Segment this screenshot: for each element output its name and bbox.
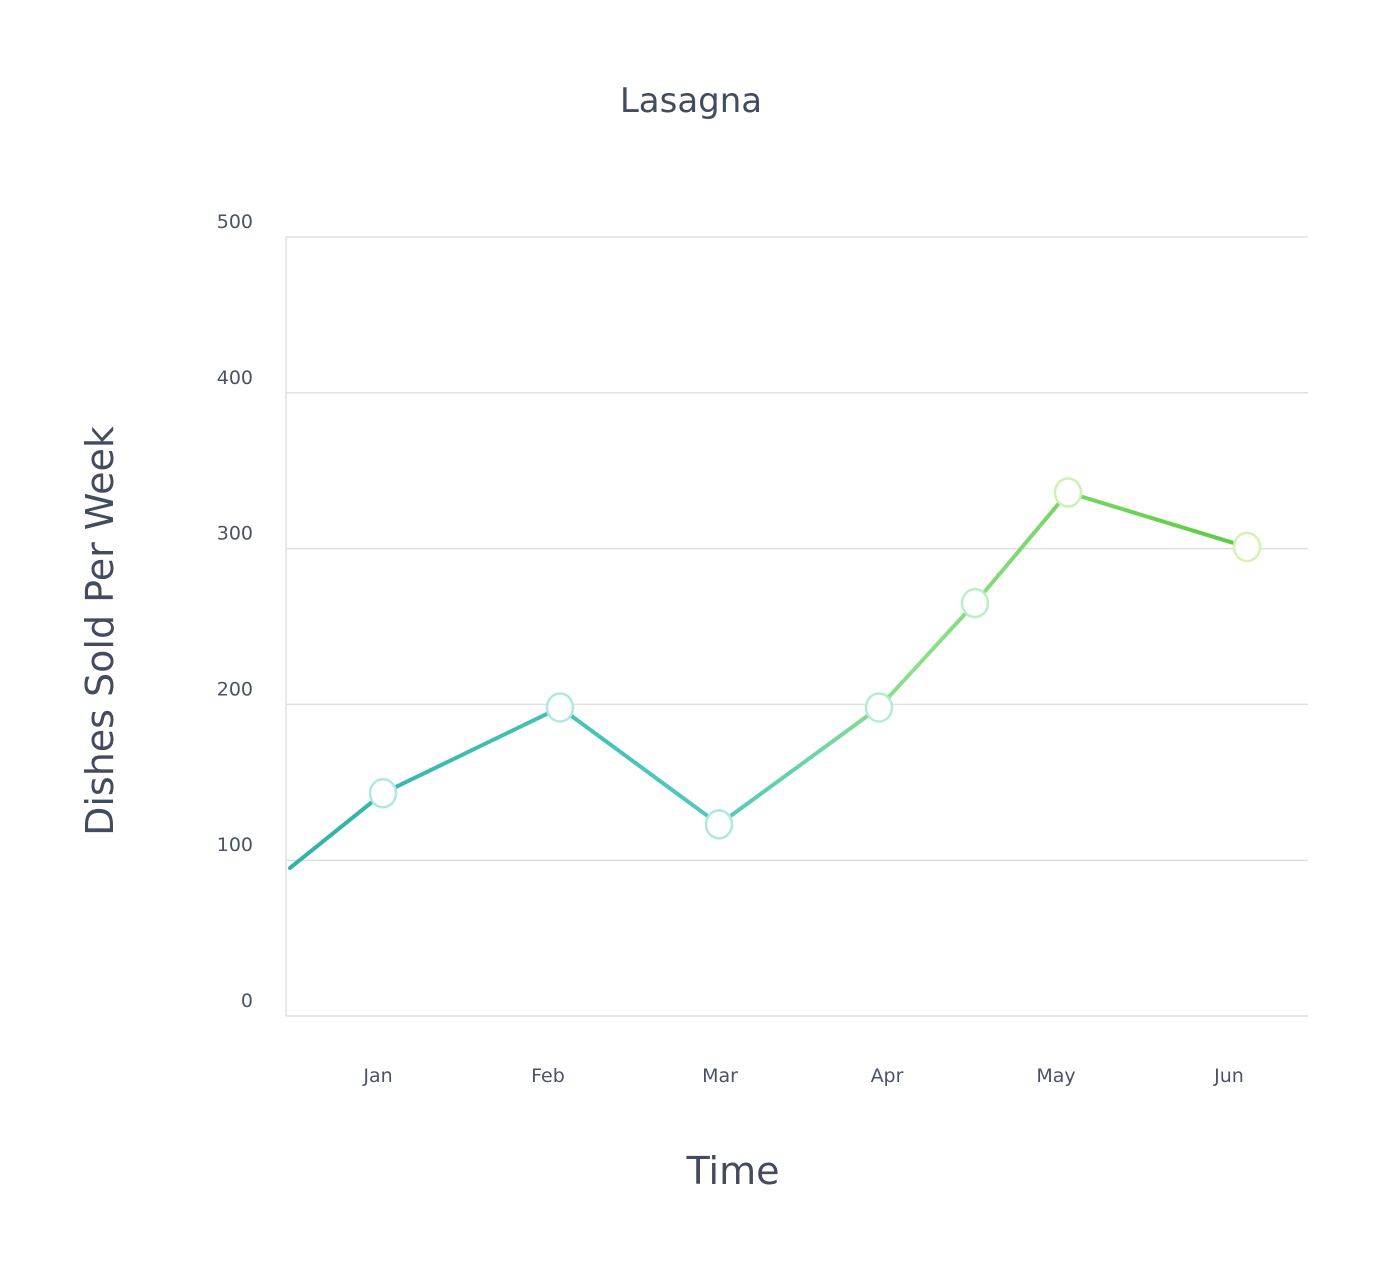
data-point-marker[interactable]: [545, 692, 575, 723]
data-point-marker[interactable]: [704, 809, 734, 840]
chart-title: Lasagna: [620, 81, 762, 121]
series-markers: [368, 477, 1262, 840]
x-tick-label: Apr: [871, 1065, 904, 1087]
y-tick-label: 300: [217, 523, 253, 545]
y-tick-label: 500: [217, 211, 253, 233]
y-tick-label: 200: [217, 678, 253, 700]
x-tick-label: Jan: [362, 1065, 392, 1087]
data-point-marker[interactable]: [960, 587, 990, 619]
data-point-marker[interactable]: [1053, 477, 1083, 508]
x-axis-ticks: Jan Feb Mar Apr May Jun: [362, 1065, 1243, 1087]
data-point-marker[interactable]: [1232, 531, 1262, 563]
y-tick-label: 100: [217, 834, 253, 856]
y-axis-title: Dishes Sold Per Week: [78, 426, 122, 836]
y-tick-label: 0: [241, 990, 253, 1012]
y-axis-ticks: 0 100 200 300 400 500: [217, 211, 253, 1012]
x-tick-label: Mar: [702, 1065, 738, 1087]
grid: [285, 236, 1308, 1017]
data-point-marker[interactable]: [864, 692, 894, 723]
series-line: [288, 490, 1249, 870]
x-tick-label: Jun: [1213, 1065, 1244, 1087]
y-tick-label: 400: [217, 367, 253, 389]
x-axis-title: Time: [686, 1149, 780, 1193]
data-point-marker[interactable]: [368, 777, 398, 809]
series-line-group: [288, 490, 1249, 870]
x-tick-label: Feb: [531, 1065, 565, 1087]
x-tick-label: May: [1036, 1065, 1075, 1087]
